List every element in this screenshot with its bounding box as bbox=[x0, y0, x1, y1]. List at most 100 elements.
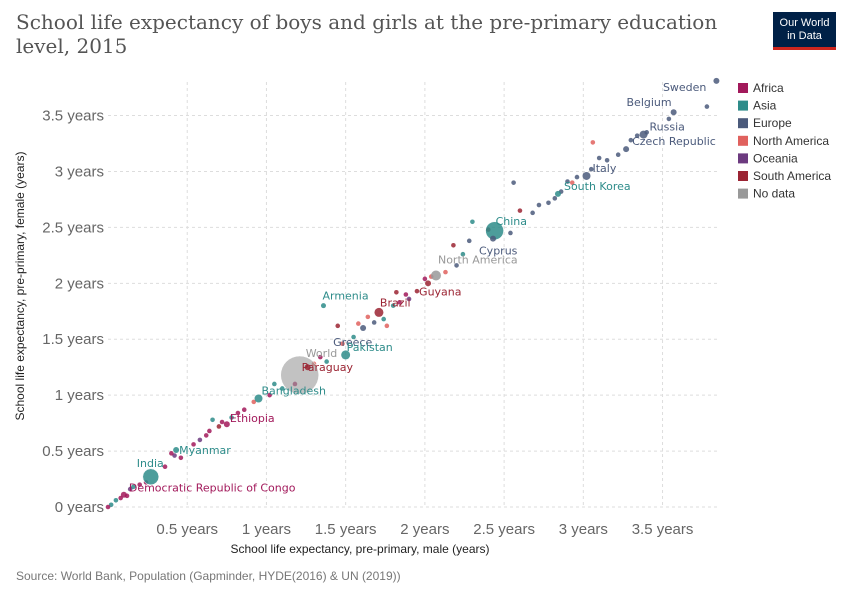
data-point[interactable] bbox=[162, 464, 168, 470]
data-point[interactable] bbox=[546, 200, 551, 206]
data-point[interactable] bbox=[508, 230, 513, 236]
data-point[interactable] bbox=[210, 417, 215, 423]
data-point[interactable] bbox=[235, 410, 241, 416]
data-point[interactable] bbox=[384, 323, 390, 329]
data-point[interactable] bbox=[191, 442, 196, 447]
legend-label[interactable]: Africa bbox=[753, 81, 784, 95]
data-point[interactable] bbox=[216, 424, 222, 429]
data-point[interactable] bbox=[590, 140, 596, 145]
point-label: China bbox=[496, 215, 527, 228]
data-point[interactable] bbox=[241, 407, 247, 412]
labeled-point[interactable] bbox=[623, 146, 630, 153]
labeled-point[interactable] bbox=[304, 364, 311, 371]
labeled-point[interactable] bbox=[670, 109, 677, 116]
data-point[interactable] bbox=[279, 386, 285, 391]
data-point[interactable] bbox=[470, 219, 475, 225]
data-point[interactable] bbox=[267, 392, 272, 398]
data-point[interactable] bbox=[634, 133, 640, 138]
data-point[interactable] bbox=[105, 504, 111, 510]
point-label: Greece bbox=[333, 336, 372, 349]
data-point[interactable] bbox=[466, 238, 472, 244]
data-point[interactable] bbox=[460, 251, 466, 257]
labeled-point[interactable] bbox=[374, 307, 384, 317]
labeled-point[interactable] bbox=[713, 77, 720, 84]
data-point[interactable] bbox=[340, 341, 345, 347]
legend-label[interactable]: Europe bbox=[753, 116, 792, 130]
labeled-point[interactable] bbox=[120, 491, 127, 498]
data-point[interactable] bbox=[397, 300, 402, 305]
data-point[interactable] bbox=[207, 428, 212, 434]
labeled-point[interactable] bbox=[223, 421, 230, 428]
data-point[interactable] bbox=[318, 354, 323, 360]
data-point[interactable] bbox=[127, 486, 133, 492]
data-point[interactable] bbox=[203, 433, 209, 438]
data-point[interactable] bbox=[197, 437, 203, 443]
data-point[interactable] bbox=[511, 180, 516, 185]
data-point[interactable] bbox=[569, 180, 575, 185]
data-point[interactable] bbox=[335, 323, 341, 329]
labeled-point[interactable] bbox=[254, 394, 263, 403]
y-tick-label: 0.5 years bbox=[42, 443, 104, 460]
labeled-point[interactable] bbox=[360, 325, 367, 332]
data-point[interactable] bbox=[251, 399, 257, 405]
y-tick-label: 1.5 years bbox=[42, 331, 104, 348]
data-point[interactable] bbox=[451, 242, 456, 248]
data-point[interactable] bbox=[615, 152, 621, 157]
labeled-point[interactable] bbox=[425, 280, 432, 287]
y-tick-label: 0 years bbox=[55, 499, 104, 516]
data-point[interactable] bbox=[365, 314, 371, 320]
legend-label[interactable]: Asia bbox=[753, 99, 777, 113]
data-point[interactable] bbox=[178, 455, 184, 461]
data-point[interactable] bbox=[219, 419, 225, 425]
data-point[interactable] bbox=[414, 288, 420, 294]
data-point[interactable] bbox=[371, 320, 377, 325]
data-point[interactable] bbox=[517, 208, 523, 213]
legend-label[interactable]: South America bbox=[753, 169, 831, 183]
labeled-point[interactable] bbox=[582, 171, 591, 180]
labeled-point[interactable] bbox=[639, 130, 648, 139]
data-point[interactable] bbox=[704, 104, 710, 109]
labeled-point[interactable] bbox=[554, 190, 561, 197]
data-point[interactable] bbox=[565, 179, 570, 184]
data-point[interactable] bbox=[137, 482, 142, 487]
data-point[interactable] bbox=[356, 321, 361, 326]
legend-label[interactable]: No data bbox=[753, 187, 795, 201]
data-point[interactable] bbox=[628, 137, 634, 143]
data-point[interactable] bbox=[324, 359, 329, 364]
point-label: Sweden bbox=[663, 81, 706, 94]
data-point[interactable] bbox=[351, 334, 356, 340]
data-point[interactable] bbox=[229, 415, 234, 420]
labeled-point[interactable] bbox=[142, 468, 160, 486]
data-point[interactable] bbox=[406, 296, 412, 302]
point-label: World bbox=[306, 347, 338, 360]
logo-line-1: Our World bbox=[779, 17, 830, 29]
data-point[interactable] bbox=[390, 303, 396, 308]
data-point[interactable] bbox=[666, 116, 672, 122]
owid-logo[interactable]: Our World in Data bbox=[773, 12, 836, 50]
data-point[interactable] bbox=[604, 157, 610, 163]
legend-swatch bbox=[738, 83, 748, 93]
data-point[interactable] bbox=[422, 276, 428, 282]
data-point[interactable] bbox=[381, 316, 386, 322]
labeled-point[interactable] bbox=[320, 303, 326, 309]
data-point[interactable] bbox=[272, 381, 277, 387]
data-point[interactable] bbox=[596, 155, 602, 161]
labeled-point[interactable] bbox=[173, 446, 180, 453]
data-point[interactable] bbox=[454, 263, 459, 268]
legend-label[interactable]: North America bbox=[753, 134, 829, 148]
data-point[interactable] bbox=[169, 451, 174, 456]
chart-title: School life expectancy of boys and girls… bbox=[16, 10, 718, 58]
data-point[interactable] bbox=[530, 210, 535, 216]
data-point[interactable] bbox=[403, 292, 409, 297]
labeled-point[interactable] bbox=[430, 270, 441, 281]
data-point[interactable] bbox=[588, 166, 594, 172]
data-point[interactable] bbox=[536, 202, 542, 208]
data-point[interactable] bbox=[394, 289, 399, 295]
labeled-point[interactable] bbox=[490, 235, 497, 242]
data-point[interactable] bbox=[552, 196, 558, 201]
data-point[interactable] bbox=[113, 497, 119, 503]
data-point[interactable] bbox=[574, 174, 580, 180]
labeled-point[interactable] bbox=[341, 350, 351, 360]
legend-label[interactable]: Oceania bbox=[753, 151, 798, 165]
data-point[interactable] bbox=[443, 269, 448, 275]
